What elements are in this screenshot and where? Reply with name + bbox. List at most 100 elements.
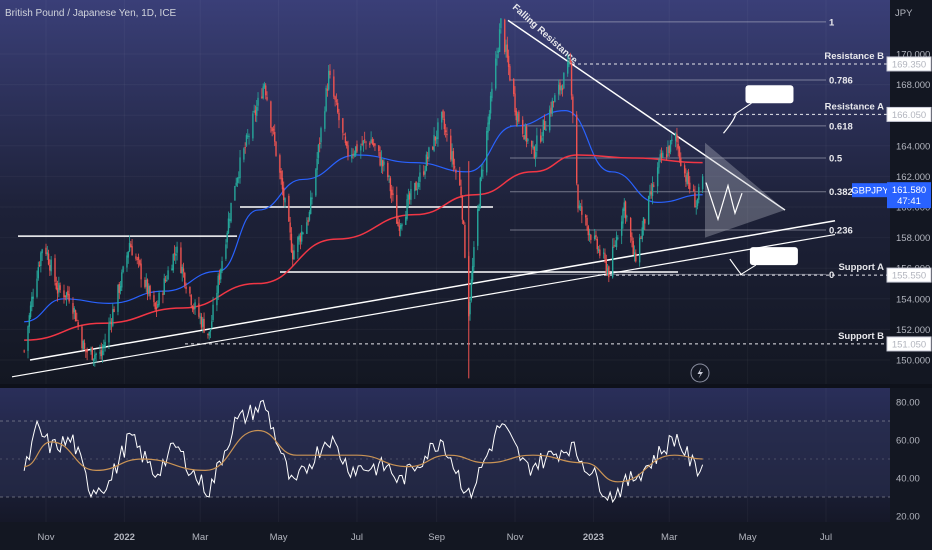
candle-body	[608, 266, 610, 278]
candle-body	[244, 147, 246, 149]
candle-body	[399, 224, 402, 229]
candle-body	[37, 267, 39, 279]
level-price-tag	[886, 106, 932, 122]
rsi-tick-label: 60.00	[896, 436, 920, 447]
candle-body	[668, 145, 670, 154]
lightning-icon[interactable]	[690, 363, 710, 383]
candle-body	[226, 232, 228, 243]
candle-body	[191, 305, 194, 309]
candle-body	[569, 60, 571, 63]
candle-body	[208, 331, 210, 336]
candle-body	[324, 111, 326, 129]
candle-body	[31, 296, 33, 308]
candle-body	[642, 217, 645, 230]
candle-body	[325, 87, 327, 111]
candle-body	[380, 158, 383, 166]
candle-body	[162, 293, 164, 296]
candle-body	[254, 110, 257, 115]
candle-body	[299, 236, 302, 242]
candle-body	[473, 247, 475, 267]
candle-body	[623, 202, 625, 211]
candle-body	[586, 217, 588, 226]
candle-body	[694, 192, 696, 208]
candle-body	[633, 252, 636, 257]
candle-body	[497, 50, 500, 53]
candle-body	[568, 60, 570, 65]
candle-body	[23, 350, 25, 352]
candle-body	[200, 316, 203, 328]
candle-body	[437, 122, 439, 140]
candle-body	[281, 178, 284, 190]
candle-body	[470, 279, 473, 301]
candle-body	[514, 93, 516, 113]
candle-body	[626, 216, 628, 218]
candle-body	[660, 153, 663, 159]
candle-body	[157, 304, 159, 308]
level-price-text: 166.050	[892, 110, 926, 121]
candle-body	[426, 156, 429, 160]
candle-body	[36, 278, 38, 297]
candle-body	[83, 342, 86, 349]
x-tick-label: 2022	[114, 532, 135, 543]
candle-body	[444, 130, 447, 132]
candle-body	[540, 135, 542, 142]
candle-body	[82, 340, 84, 350]
candle-body	[58, 283, 60, 292]
candle-body	[274, 131, 276, 142]
candle-body	[452, 151, 455, 165]
candle-body	[491, 88, 493, 99]
x-tick-label: Mar	[192, 532, 208, 543]
candle-body	[414, 183, 416, 192]
candle-body	[495, 58, 497, 89]
candle-body	[678, 147, 681, 158]
candle-body	[676, 134, 678, 143]
candle-body	[326, 88, 329, 91]
candle-body	[649, 191, 651, 197]
candle-body	[90, 348, 92, 352]
candle-body	[677, 144, 679, 149]
candle-body	[683, 165, 686, 174]
symbol-tag	[852, 183, 888, 198]
candle-body	[94, 354, 96, 360]
candle-body	[659, 154, 661, 158]
candle-body	[257, 97, 259, 106]
candle-body	[560, 85, 562, 91]
candle-body	[202, 318, 204, 327]
candle-body	[266, 97, 268, 100]
candle-body	[480, 169, 483, 177]
candle-body	[671, 139, 673, 142]
candle-body	[606, 268, 609, 274]
candle-body	[641, 227, 643, 240]
candle-body	[118, 283, 120, 293]
candle-body	[193, 307, 195, 310]
candle-body	[482, 170, 484, 172]
candle-body	[167, 270, 169, 280]
candle-body	[372, 143, 375, 146]
candle-body	[153, 295, 155, 303]
candle-body	[173, 253, 176, 255]
candle-body	[73, 308, 75, 313]
candle-body	[631, 236, 633, 241]
candle-body	[46, 252, 48, 255]
x-tick-label: Nov	[38, 532, 55, 543]
candle-body	[199, 316, 201, 318]
y-unit: JPY	[895, 8, 913, 19]
candle-body	[72, 303, 74, 314]
candle-body	[451, 151, 453, 161]
ma-blue-line	[24, 110, 703, 323]
candle-body	[136, 258, 138, 260]
candle-body	[587, 226, 589, 236]
candle-body	[563, 72, 565, 89]
candle-body	[365, 141, 367, 143]
candle-body	[685, 175, 687, 182]
rising-support-lower	[11, 233, 836, 378]
candle-body	[334, 96, 336, 100]
candle-body	[389, 178, 392, 192]
candle-body	[137, 256, 140, 260]
candle-body	[509, 66, 511, 81]
candle-body	[112, 309, 114, 326]
candle-body	[190, 295, 192, 306]
candle-body	[405, 216, 407, 225]
candle-body	[298, 235, 300, 240]
